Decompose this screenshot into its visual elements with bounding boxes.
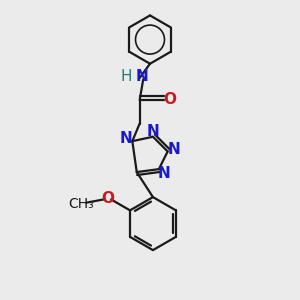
Text: N: N xyxy=(158,166,170,181)
Text: O: O xyxy=(101,191,114,206)
Text: N: N xyxy=(147,124,159,139)
Text: O: O xyxy=(164,92,176,107)
Text: H: H xyxy=(121,70,132,85)
Text: N: N xyxy=(136,70,148,85)
Text: N: N xyxy=(168,142,181,158)
Text: CH₃: CH₃ xyxy=(68,196,94,211)
Text: N: N xyxy=(119,131,132,146)
